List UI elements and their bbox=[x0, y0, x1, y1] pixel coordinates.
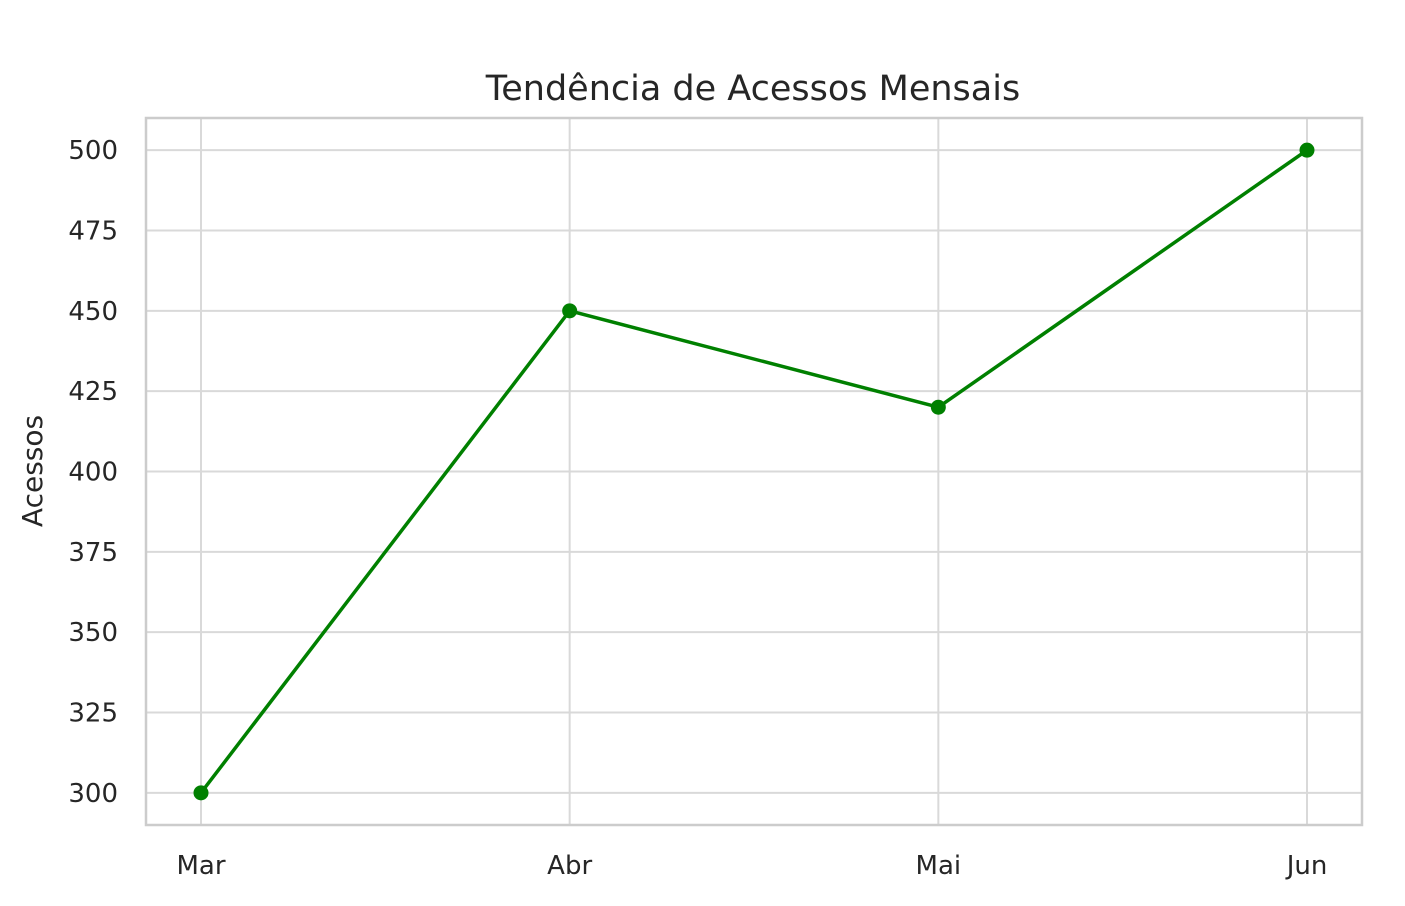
grid bbox=[146, 118, 1362, 825]
y-tick-label: 475 bbox=[68, 216, 118, 246]
data-point bbox=[562, 303, 578, 319]
data-point bbox=[930, 399, 946, 415]
y-tick-label: 500 bbox=[68, 136, 118, 166]
chart-title: Tendência de Acessos Mensais bbox=[485, 69, 1020, 109]
data-point bbox=[1299, 142, 1315, 158]
x-tick-label: Abr bbox=[547, 851, 592, 881]
y-tick-label: 375 bbox=[68, 538, 118, 568]
plot-frame bbox=[144, 116, 1364, 827]
y-tick-label: 325 bbox=[68, 699, 118, 729]
y-tick-label: 400 bbox=[68, 458, 118, 488]
y-axis-ticks: 300 325 350 375 400 425 450 475 500 bbox=[68, 136, 118, 809]
y-tick-label: 450 bbox=[68, 297, 118, 327]
series-line bbox=[199, 148, 1309, 794]
x-axis-ticks: Mar Abr Mai Jun bbox=[176, 851, 1327, 881]
x-tick-label: Mai bbox=[916, 851, 962, 881]
y-tick-label: 350 bbox=[68, 618, 118, 648]
series-group bbox=[193, 142, 1315, 801]
y-tick-label: 425 bbox=[68, 377, 118, 407]
y-tick-label: 300 bbox=[68, 779, 118, 809]
x-tick-label: Jun bbox=[1285, 851, 1328, 881]
y-axis-label: Acessos bbox=[16, 415, 49, 527]
data-point bbox=[193, 785, 209, 801]
x-tick-label: Mar bbox=[176, 851, 225, 881]
